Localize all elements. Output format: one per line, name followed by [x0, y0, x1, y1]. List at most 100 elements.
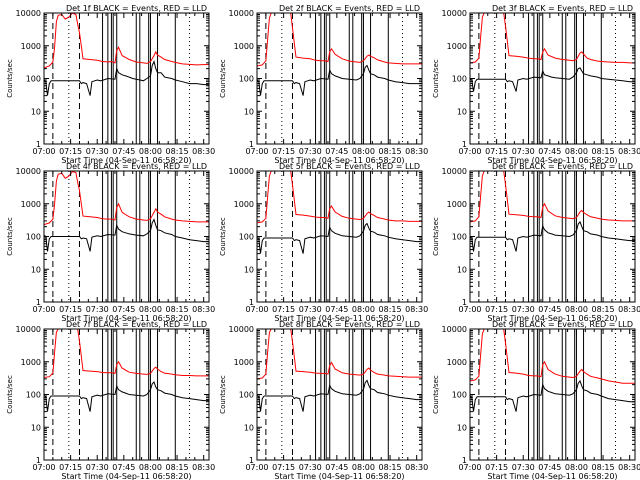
y-tick-label: 10000: [442, 167, 467, 176]
y-tick-label: 1000: [21, 358, 41, 367]
y-tick-label: 10000: [229, 325, 254, 334]
x-tick-label: 07:30: [86, 463, 109, 472]
x-tick-label: 08:00: [352, 147, 375, 156]
y-tick-label: 10: [31, 265, 41, 274]
y-axis-label: Counts/sec: [432, 59, 440, 98]
x-tick-label: 07:15: [485, 147, 508, 156]
x-tick-label: 08:30: [618, 463, 640, 472]
y-tick-label: 100: [239, 391, 254, 400]
x-tick-label: 08:30: [405, 305, 428, 314]
y-tick-label: 10000: [442, 325, 467, 334]
panel-title: Det 8f BLACK = Events, RED = LLD: [279, 320, 420, 329]
y-tick-label: 10000: [16, 167, 41, 176]
x-tick-label: 07:30: [299, 147, 322, 156]
x-tick-label: 08:15: [379, 147, 402, 156]
y-tick-label: 1: [249, 456, 254, 465]
x-tick-label: 08:30: [405, 147, 428, 156]
y-tick-label: 1: [249, 140, 254, 149]
x-tick-label: 07:45: [538, 305, 561, 314]
x-tick-label: 07:15: [59, 305, 82, 314]
y-tick-label: 10: [244, 265, 254, 274]
marker-lines: [52, 329, 190, 460]
x-tick-label: 08:15: [379, 463, 402, 472]
y-tick-label: 10: [244, 107, 254, 116]
x-tick-label: 07:30: [512, 147, 535, 156]
x-tick-label: 07:45: [112, 463, 135, 472]
x-axis-label: Start Time (04-Sep-11 06:58:20): [274, 156, 404, 165]
x-axis-label: Start Time (04-Sep-11 06:58:20): [61, 314, 191, 323]
x-tick-label: 07:15: [272, 305, 295, 314]
y-tick-label: 1000: [234, 200, 254, 209]
x-tick-label: 07:45: [325, 463, 348, 472]
y-tick-label: 1: [462, 140, 467, 149]
series-line-events: [470, 220, 635, 252]
y-tick-label: 1000: [21, 42, 41, 51]
x-axis-label: Start Time (04-Sep-11 06:58:20): [274, 314, 404, 323]
y-tick-label: 1: [249, 298, 254, 307]
x-tick-label: 08:00: [565, 305, 588, 314]
y-tick-label: 10: [457, 265, 467, 274]
y-tick-label: 1000: [234, 358, 254, 367]
x-tick-label: 07:45: [538, 463, 561, 472]
y-tick-label: 100: [239, 75, 254, 84]
y-axis-label: Counts/sec: [6, 59, 14, 98]
y-tick-label: 10000: [442, 9, 467, 18]
x-tick-label: 07:15: [59, 463, 82, 472]
x-tick-label: 08:00: [352, 305, 375, 314]
panel-det-4: 1 10 100 1000 10000 07:00 07:15 07:30 07:45 08:00…: [6, 162, 215, 323]
x-tick-label: 07:00: [32, 463, 55, 472]
y-tick-label: 100: [452, 391, 467, 400]
x-tick-label: 07:45: [325, 147, 348, 156]
y-axis-label: Counts/sec: [432, 375, 440, 414]
y-tick-label: 1000: [447, 358, 467, 367]
series-line-events: [470, 67, 635, 92]
x-tick-label: 07:15: [485, 305, 508, 314]
marker-lines: [478, 13, 616, 144]
x-tick-label: 08:15: [166, 305, 189, 314]
series-line-lld: [44, 171, 209, 226]
y-tick-label: 1: [36, 298, 41, 307]
x-tick-label: 07:00: [245, 147, 268, 156]
panel-title: Det 1f BLACK = Events, RED = LLD: [66, 4, 207, 13]
x-tick-label: 07:45: [112, 147, 135, 156]
panel-title: Det 4f BLACK = Events, RED = LLD: [66, 162, 207, 171]
y-axis-label: Counts/sec: [219, 217, 227, 256]
x-tick-label: 07:30: [512, 305, 535, 314]
panel-title: Det 2f BLACK = Events, RED = LLD: [279, 4, 420, 13]
x-tick-label: 08:30: [192, 463, 215, 472]
x-tick-label: 07:30: [86, 305, 109, 314]
x-tick-label: 08:30: [405, 463, 428, 472]
x-axis-label: Start Time (04-Sep-11 06:58:20): [61, 156, 191, 165]
x-tick-label: 08:00: [139, 147, 162, 156]
x-tick-label: 07:45: [112, 305, 135, 314]
x-tick-label: 08:15: [592, 463, 615, 472]
series-line-lld: [257, 329, 422, 380]
y-tick-label: 1000: [447, 42, 467, 51]
y-tick-label: 100: [26, 233, 41, 242]
panel-det-5: 1 10 100 1000 10000 07:00 07:15 07:30 07:45 08:00…: [219, 162, 428, 323]
marker-lines: [265, 13, 403, 144]
x-tick-label: 07:15: [272, 147, 295, 156]
y-tick-label: 1: [36, 456, 41, 465]
x-tick-label: 08:30: [192, 305, 215, 314]
y-tick-label: 10: [31, 107, 41, 116]
y-tick-label: 1000: [21, 200, 41, 209]
y-axis-label: Counts/sec: [6, 375, 14, 414]
y-tick-label: 100: [452, 75, 467, 84]
series-line-events: [44, 59, 209, 96]
marker-lines: [52, 13, 190, 144]
x-tick-label: 07:30: [299, 305, 322, 314]
series-line-lld: [257, 171, 422, 224]
y-axis-label: Counts/sec: [432, 217, 440, 256]
x-axis-label: Start Time (04-Sep-11 06:58:20): [487, 314, 617, 323]
y-tick-label: 100: [26, 75, 41, 84]
x-tick-label: 08:00: [352, 463, 375, 472]
panel-title: Det 7f BLACK = Events, RED = LLD: [66, 320, 207, 329]
x-tick-label: 08:15: [166, 463, 189, 472]
y-tick-label: 100: [452, 233, 467, 242]
panel-det-7: 1 10 100 1000 10000 07:00 07:15 07:30 07:45 08:00…: [6, 320, 215, 480]
panel-det-2: 1 10 100 1000 10000 07:00 07:15 07:30 07:45 08:00…: [219, 4, 428, 165]
x-tick-label: 08:00: [565, 463, 588, 472]
x-tick-label: 08:15: [166, 147, 189, 156]
